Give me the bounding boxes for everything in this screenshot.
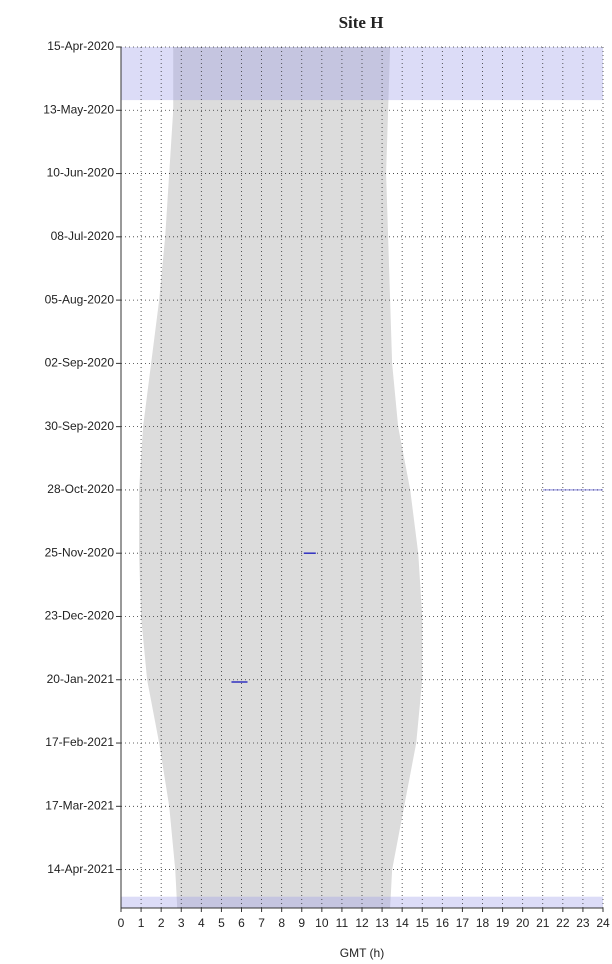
x-tick-label: 21 [536,916,550,930]
x-tick-label: 17 [456,916,470,930]
x-tick-label: 6 [238,916,245,930]
x-tick-label: 10 [315,916,329,930]
y-tick-label: 25-Nov-2020 [45,545,115,559]
x-tick-label: 15 [416,916,430,930]
x-tick-label: 13 [375,916,389,930]
x-tick-label: 20 [516,916,530,930]
x-tick-label: 12 [355,916,369,930]
y-tick-label: 15-Apr-2020 [47,39,114,53]
x-tick-label: 9 [298,916,305,930]
y-tick-label: 10-Jun-2020 [47,166,115,180]
x-tick-label: 19 [496,916,510,930]
x-tick-label: 11 [336,916,349,930]
y-tick-label: 08-Jul-2020 [51,229,115,243]
y-tick-label: 20-Jan-2021 [47,672,115,686]
y-tick-label: 14-Apr-2021 [47,862,114,876]
detection-band [121,896,603,908]
x-tick-label: 2 [158,916,165,930]
x-tick-label: 0 [118,916,125,930]
x-tick-label: 7 [258,916,265,930]
x-tick-label: 5 [218,916,225,930]
x-tick-label: 14 [395,916,409,930]
x-tick-label: 18 [476,916,490,930]
x-tick-label: 1 [138,916,145,930]
daylight-area [139,47,423,908]
y-tick-label: 30-Sep-2020 [45,419,115,433]
y-tick-label: 17-Mar-2021 [45,798,114,812]
x-tick-label: 8 [278,916,285,930]
x-axis-label: GMT (h) [340,946,384,960]
x-tick-label: 24 [596,916,610,930]
x-tick-label: 4 [198,916,205,930]
detection-band [121,47,603,101]
y-tick-label: 28-Oct-2020 [47,482,114,496]
y-tick-label: 17-Feb-2021 [45,735,114,749]
x-tick-label: 23 [576,916,590,930]
y-tick-label: 02-Sep-2020 [45,356,115,370]
chart-title: Site H [339,13,384,32]
y-tick-label: 13-May-2020 [43,102,114,116]
y-tick-label: 23-Dec-2020 [45,609,115,623]
y-tick-label: 05-Aug-2020 [45,292,115,306]
x-tick-label: 3 [178,916,185,930]
x-tick-label: 16 [436,916,450,930]
x-tick-label: 22 [556,916,570,930]
